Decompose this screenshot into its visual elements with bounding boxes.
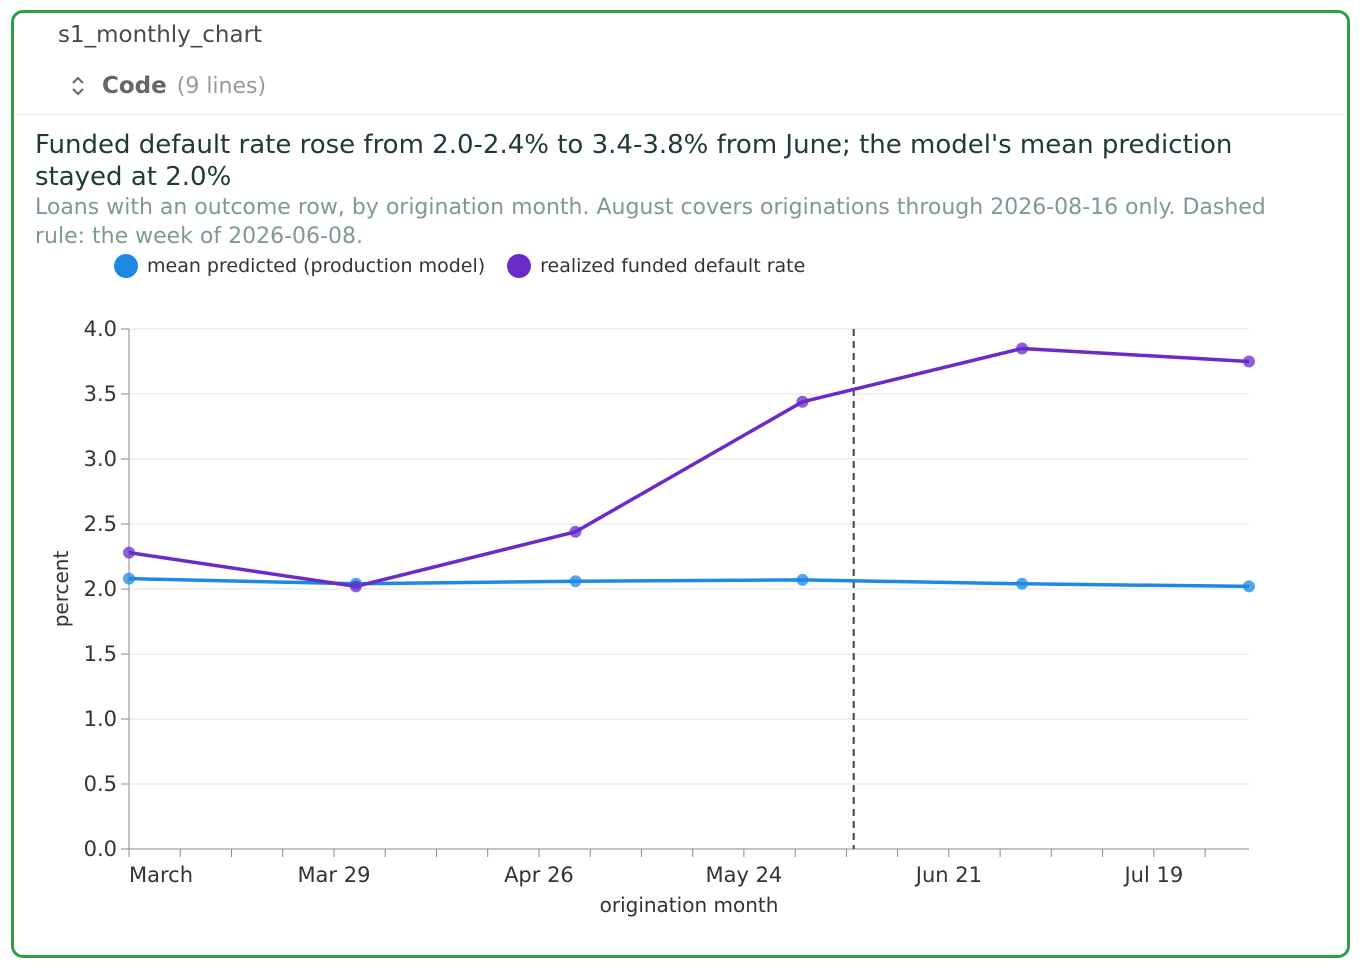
y-tick-label: 2.5 bbox=[84, 512, 117, 536]
x-tick-label: May 24 bbox=[705, 863, 782, 887]
data-point-predicted bbox=[569, 575, 582, 588]
data-point-predicted bbox=[796, 573, 809, 586]
y-tick-label: 4.0 bbox=[84, 317, 117, 341]
cell-name: s1_monthly_chart bbox=[48, 13, 273, 48]
x-axis-title: origination month bbox=[600, 893, 779, 917]
notebook-cell: s1_monthly_chart Code (9 lines) bbox=[11, 10, 1350, 958]
legend-swatch-realized bbox=[507, 254, 532, 278]
chart-title: Funded default rate rose from 2.0-2.4% t… bbox=[35, 130, 1233, 192]
data-point-realized bbox=[1243, 355, 1255, 368]
data-point-realized bbox=[569, 525, 582, 538]
chart-legend: mean predicted (production model) realiz… bbox=[114, 254, 827, 278]
y-tick-label: 0.0 bbox=[84, 837, 117, 861]
code-toggle-button[interactable]: Code (9 lines) bbox=[68, 69, 266, 103]
data-point-realized bbox=[349, 580, 362, 593]
y-tick-label: 3.5 bbox=[84, 382, 117, 406]
series-line-predicted bbox=[128, 576, 1250, 589]
legend-label-predicted: mean predicted (production model) bbox=[147, 255, 486, 277]
x-tick-label: Jun 21 bbox=[914, 863, 982, 887]
legend-swatch-predicted bbox=[114, 254, 138, 278]
divider bbox=[14, 114, 1347, 115]
data-point-predicted bbox=[1243, 580, 1255, 593]
legend-item-realized[interactable]: realized funded default rate bbox=[507, 254, 805, 278]
y-tick-label: 2.0 bbox=[84, 577, 117, 601]
data-point-predicted bbox=[123, 572, 135, 585]
legend-label-realized: realized funded default rate bbox=[540, 255, 806, 277]
x-tick-label: Jul 19 bbox=[1122, 863, 1183, 887]
data-point-realized bbox=[1016, 342, 1029, 355]
legend-item-predicted[interactable]: mean predicted (production model) bbox=[114, 254, 485, 278]
code-line-count: (9 lines) bbox=[176, 73, 267, 99]
data-point-realized bbox=[123, 546, 135, 559]
data-point-predicted bbox=[1016, 577, 1029, 590]
y-tick-label: 1.5 bbox=[84, 642, 117, 666]
data-point-realized bbox=[796, 395, 809, 408]
x-tick-label: Apr 26 bbox=[504, 863, 574, 887]
x-tick-label: March bbox=[129, 863, 193, 887]
chart-subtitle: Loans with an outcome row, by originatio… bbox=[35, 195, 1266, 249]
y-tick-label: 3.0 bbox=[84, 447, 117, 471]
expand-collapse-icon bbox=[72, 76, 84, 96]
code-label: Code bbox=[102, 73, 167, 99]
y-axis-title: percent bbox=[49, 551, 73, 628]
y-tick-label: 0.5 bbox=[84, 772, 117, 796]
y-tick-label: 1.0 bbox=[84, 707, 117, 731]
series-line-realized bbox=[128, 346, 1250, 589]
x-tick-label: Mar 29 bbox=[297, 863, 370, 887]
